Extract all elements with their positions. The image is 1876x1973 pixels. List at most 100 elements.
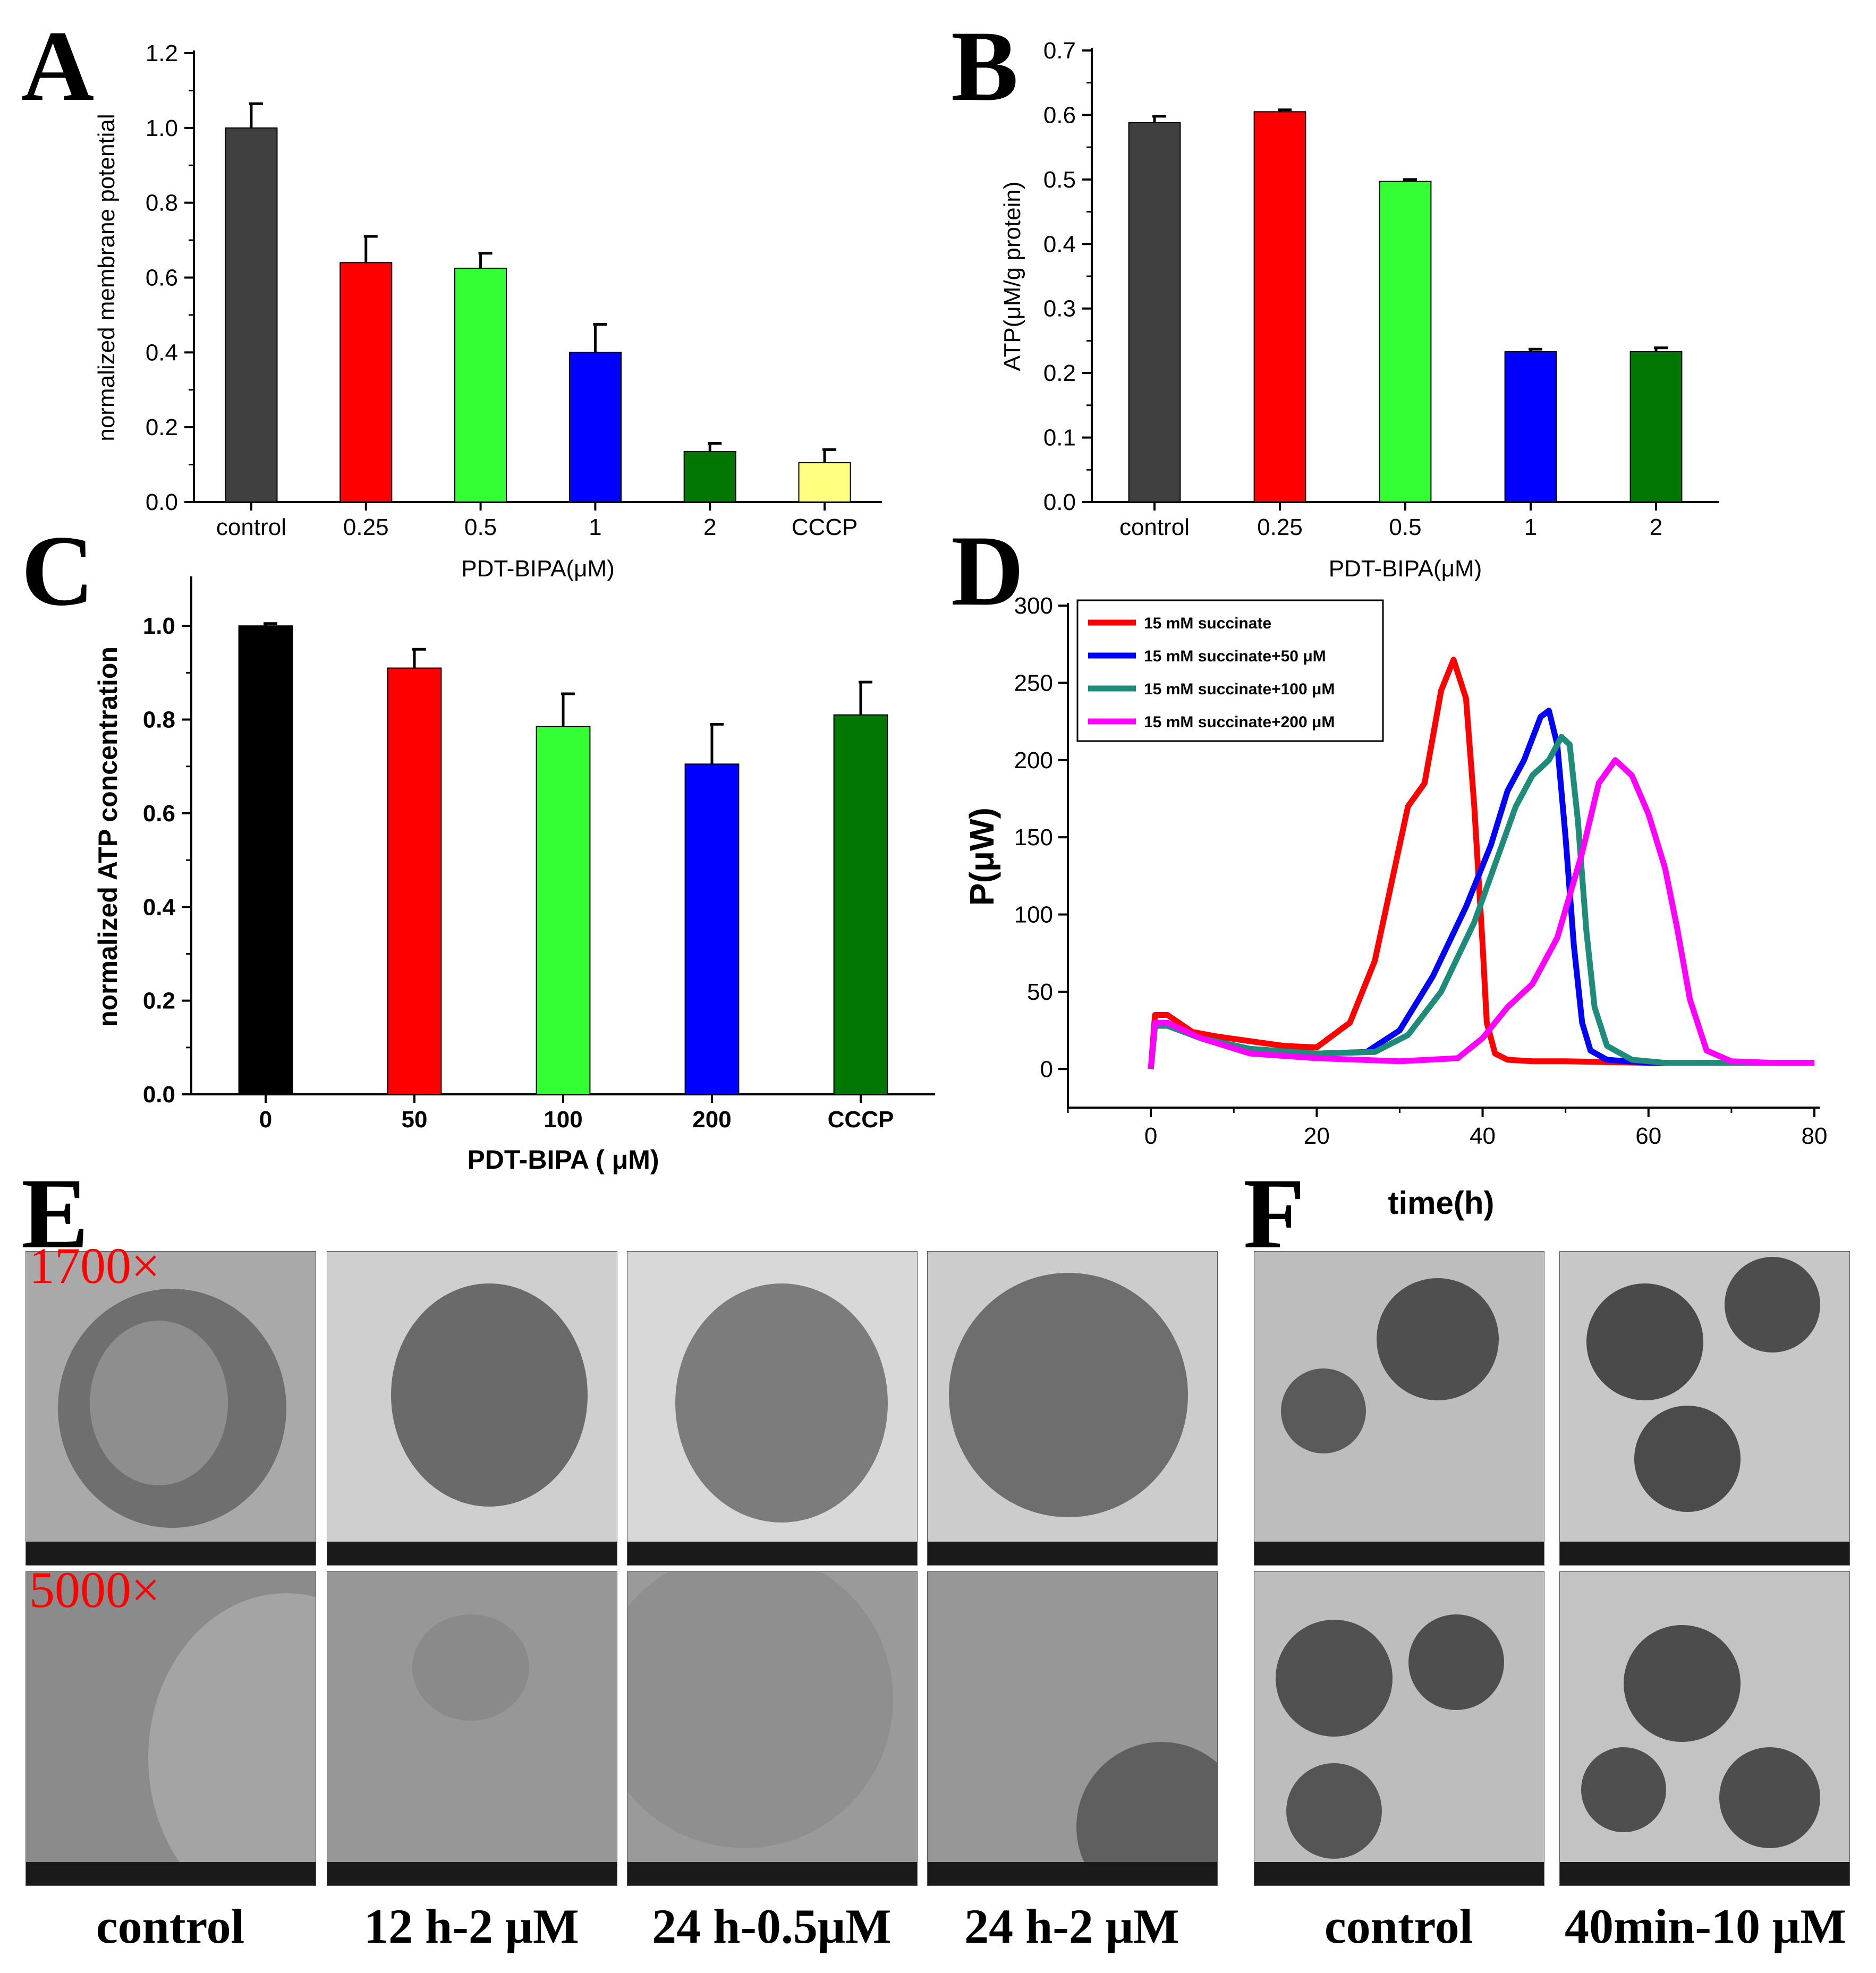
chart-a-x-axis-label: PDT-BIPA(μM) [461,556,615,582]
chart-d-x-tick-label: 40 [1470,1123,1496,1149]
chart-d: 0 50 100 150 200 250 300 0 20 40 60 80 15 mM succina… [935,552,1876,1235]
chart-c-y-axis-label: normalized ATP concentration [93,647,123,1027]
chart-b-bar-1 [1504,351,1557,503]
chart-d-series-line-1 [1148,657,1814,1069]
chart-c-x-tick-label: 100 [544,1107,582,1133]
chart-a-bar-cccp [798,462,851,503]
chart-c-y-tick-label: 0.8 [143,707,175,733]
panel-label-c: C [21,515,95,627]
chart-c-x-tick-label: 50 [402,1107,428,1133]
chart-d-legend-label: 15 mM succinate+100 μM [1144,681,1335,698]
chart-c: 0.0 0.2 0.4 0.6 0.8 1.0 0 50 100 200 CCCP PDT-BIPA … [0,552,935,1182]
chart-d-y-axis-label: P(μW) [963,807,1001,906]
chart-c-y-tick-label: 0.0 [143,1082,175,1108]
caption-f-40min-10uM: 40min-10 μM [1565,1899,1846,1953]
chart-d-canvas: 0 50 100 150 200 250 300 0 20 40 60 80 15 mM succina… [963,593,1828,1221]
chart-a-bar-0.25 [339,262,393,503]
chart-b-y-tick-label: 0.5 [1043,167,1076,193]
chart-d-series-line-3 [1148,734,1814,1069]
chart-c-bar-200 [684,763,740,1095]
chart-b-y-tick-label: 0.6 [1043,102,1076,128]
chart-b-y-tick-label: 0.4 [1043,231,1076,257]
panel-label-a: A [21,11,95,122]
chart-b-x-tick-label: control [1119,514,1190,540]
chart-a-y-tick-label: 1.2 [146,40,178,66]
chart-a-x-tick-label: 0.5 [464,514,497,540]
chart-b-x-axis-label: PDT-BIPA(μM) [1329,556,1482,582]
chart-c-canvas: 0.0 0.2 0.4 0.6 0.8 1.0 0 50 100 200 CCCP PDT-BIPA … [93,576,935,1175]
chart-d-legend-label: 15 mM succinate+50 μM [1144,648,1326,665]
chart-a-y-tick-label: 0.6 [146,265,178,291]
chart-c-y-tick-label: 0.6 [143,801,175,827]
chart-d-legend-label: 15 mM succinate+200 μM [1144,713,1335,731]
magnification-label-5000x: 5000× [29,1561,160,1618]
chart-b-y-tick-label: 0.1 [1043,425,1076,451]
chart-a-x-tick-label: 2 [703,514,716,540]
chart-b-y-tick-label: 0.7 [1043,38,1076,64]
chart-d-y-tick-label: 300 [1014,593,1053,619]
chart-c-x-axis-label: PDT-BIPA ( μM) [467,1145,659,1175]
chart-d-x-tick-label: 0 [1144,1123,1157,1149]
chart-d-legend [1076,599,1384,742]
chart-c-bar-100 [536,726,591,1095]
micrograph-e-24h-0.5uM-5000x [627,1571,918,1886]
micrograph-e-12h-2uM-5000x [327,1571,617,1886]
chart-a-canvas: 0.0 0.2 0.4 0.6 0.8 1.0 1.2 control 0.25 0.5 1 2 CCC… [94,40,882,582]
chart-b-y-tick-label: 0.0 [1043,489,1076,515]
micrograph-e-24h-2uM-1700x [927,1251,1218,1566]
panel-label-b: B [951,11,1018,122]
chart-a-x-tick-label: 1 [589,514,601,540]
chart-c-bar-cccp [833,714,888,1095]
chart-a-y-axis-label: normalized membrane potential [94,114,120,441]
panel-label-f: F [1243,1158,1305,1270]
chart-b-canvas: 0.0 0.1 0.2 0.3 0.4 0.5 0.6 0.7 control 0.25 0.5 1 2… [999,38,1719,582]
chart-a-bar-control [225,127,278,503]
caption-e-control: control [96,1899,245,1953]
chart-a-bar-0.5 [454,267,507,503]
caption-e-24h-2uM: 24 h-2 μM [964,1899,1179,1953]
micrograph-e-12h-2uM-1700x [327,1251,617,1566]
micrograph-f-control-bottom [1254,1571,1544,1886]
chart-c-bar-50 [387,667,442,1095]
chart-d-y-tick-label: 200 [1014,747,1053,773]
micrograph-f-treated-bottom [1559,1571,1850,1886]
chart-d-x-tick-label: 80 [1802,1123,1828,1149]
chart-b-bar-control [1128,122,1181,503]
chart-a-y-tick-label: 0.2 [146,414,178,440]
chart-d-legend-label: 15 mM succinate [1144,615,1271,632]
chart-b-bar-0.5 [1379,181,1432,503]
chart-a: 0.0 0.2 0.4 0.6 0.8 1.0 1.2 control 0.25 0.5 1 2 CCC… [0,0,930,598]
chart-d-series-line-2 [1148,708,1814,1069]
chart-b-bar-0.25 [1253,111,1306,503]
caption-e-12h-2uM: 12 h-2 μM [364,1899,579,1953]
chart-b-x-tick-label: 0.25 [1257,514,1303,540]
chart-d-y-tick-label: 100 [1014,902,1053,928]
chart-a-y-tick-label: 1.0 [146,115,178,141]
chart-d-x-tick-label: 60 [1635,1123,1661,1149]
chart-a-bar-1 [568,352,622,503]
chart-d-series-line-4 [1148,757,1814,1069]
chart-c-y-tick-label: 0.2 [143,988,175,1014]
chart-b-x-tick-label: 2 [1650,514,1662,540]
chart-c-x-tick-label: CCCP [828,1107,894,1133]
chart-c-y-tick-label: 1.0 [143,613,175,639]
chart-b-y-tick-label: 0.2 [1043,360,1076,386]
chart-d-y-tick-label: 150 [1014,824,1053,851]
chart-c-bar-0 [238,625,293,1095]
chart-b-bar-2 [1629,351,1683,503]
chart-b-x-tick-label: 0.5 [1389,514,1421,540]
chart-c-x-tick-label: 200 [692,1107,731,1133]
chart-c-x-tick-label: 0 [259,1107,272,1133]
chart-a-y-tick-label: 0.4 [146,339,178,365]
micrograph-f-control-top [1254,1251,1544,1566]
magnification-label-1700x: 1700× [29,1237,160,1294]
chart-c-y-tick-label: 0.4 [143,894,176,920]
chart-d-x-axis-label: time(h) [1388,1185,1495,1221]
chart-d-y-tick-label: 0 [1040,1056,1053,1082]
chart-d-y-tick-label: 50 [1027,979,1053,1005]
chart-a-x-tick-label: control [216,514,286,540]
micrograph-e-24h-0.5uM-1700x [627,1251,918,1566]
chart-b: 0.0 0.1 0.2 0.3 0.4 0.5 0.6 0.7 control 0.25 0.5 1 2… [935,0,1876,598]
micrograph-f-treated-top [1559,1251,1850,1566]
chart-a-bar-2 [683,450,736,503]
